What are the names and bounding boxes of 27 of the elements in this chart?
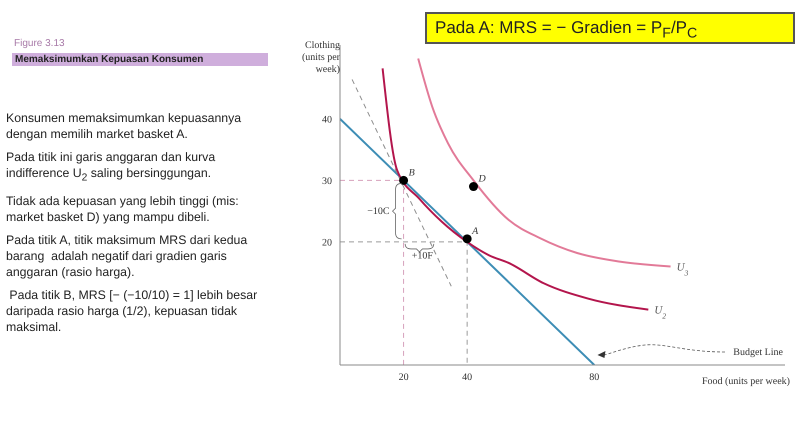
text: Konsumen memaksimumkan kepuasannya dengan memilih market basket A.: [6, 110, 242, 142]
y-tick-label: 20: [322, 237, 332, 248]
point: [462, 234, 472, 244]
x-axis-title: Food (units per week): [700, 376, 790, 388]
x-tick-label: 80: [589, 372, 600, 384]
y-tick-label: 30: [322, 176, 332, 187]
text: Pada A: MRS = − Gradien = P$_{F}$/P$_{C}$: [425, 12, 795, 44]
text: Memaksimumkan Kepuasan Konsumen: [12, 53, 268, 66]
text: Pada titik A, titik maksimum MRS dari kedua barang adalah negatif dari gradien garis anggaran (rasio harga).: [6, 232, 248, 280]
point: [399, 176, 408, 185]
annotation: −10C: [367, 206, 390, 218]
text: Budget Line: [733, 347, 784, 358]
y-tick-label: 40: [322, 114, 332, 126]
text: Figure 3.13: [14, 38, 65, 49]
text: Pada titik ini garis anggaran dan kurva indifference U$_{2}$ saling bersinggungan.: [6, 149, 216, 186]
point: [468, 182, 478, 192]
x-tick-label: 20: [398, 372, 409, 384]
annotation: B: [408, 167, 415, 178]
text: Pada titik B, MRS [− (−10/10) = 1] lebih besar daripada rasio harga (1/2), kepuasan tidak maksimal.: [6, 287, 258, 336]
x-tick-label: 40: [462, 372, 472, 384]
annotation: A: [471, 226, 480, 237]
text: Tidak ada kepuasan yang lebih tinggi (mis: market basket D) yang mampu dibeli.: [6, 193, 240, 226]
series-label: U$_{3}$: [676, 262, 689, 278]
annotation: D: [478, 174, 486, 185]
y-axis-title: Clothing (units per week): [300, 40, 340, 76]
annotation: +10F: [412, 250, 434, 262]
series-label: U$_{2}$: [654, 304, 666, 320]
